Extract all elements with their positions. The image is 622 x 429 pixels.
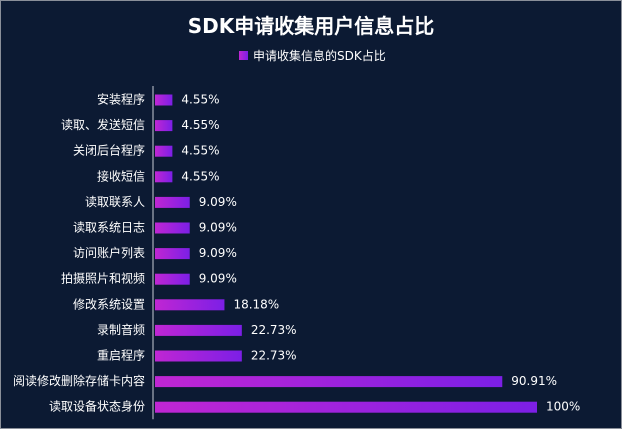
category-label: 重启程序 (97, 348, 145, 363)
bar[interactable] (155, 248, 190, 260)
category-label: 关闭后台程序 (73, 143, 145, 158)
category-label: 接收短信 (97, 168, 145, 183)
legend-label: 申请收集信息的SDK占比 (253, 48, 386, 63)
value-label: 9.09% (199, 221, 237, 235)
value-label: 4.55% (181, 93, 219, 107)
value-label: 4.55% (181, 169, 219, 183)
legend[interactable]: 申请收集信息的SDK占比 (239, 47, 386, 63)
chart-title: SDK申请收集用户信息占比 (187, 14, 435, 38)
category-label: 读取设备状态身份 (49, 399, 145, 414)
bar[interactable] (155, 171, 173, 183)
bar[interactable] (155, 401, 537, 413)
value-label: 22.73% (251, 323, 297, 337)
bar[interactable] (155, 222, 190, 234)
bar[interactable] (155, 120, 173, 132)
value-label: 4.55% (181, 118, 219, 132)
bar[interactable] (155, 350, 242, 362)
value-label: 4.55% (181, 144, 219, 158)
value-label: 90.91% (511, 374, 557, 388)
category-label: 读取系统日志 (73, 221, 145, 235)
category-label: 修改系统设置 (73, 296, 145, 311)
category-label: 拍摄照片和视频 (61, 271, 145, 286)
category-label: 读取、发送短信 (61, 117, 145, 132)
category-label: 录制音频 (97, 322, 145, 337)
bar[interactable] (155, 145, 173, 157)
bar[interactable] (155, 299, 225, 311)
category-label: 阅读修改删除存储卡内容 (13, 373, 145, 388)
category-label: 安装程序 (97, 92, 145, 107)
value-label: 22.73% (251, 349, 297, 363)
bar[interactable] (155, 324, 242, 336)
bar[interactable] (155, 273, 190, 285)
bar[interactable] (155, 376, 503, 388)
value-label: 9.09% (199, 195, 237, 209)
category-label: 读取联系人 (85, 195, 145, 209)
value-label: 18.18% (233, 297, 279, 311)
value-label: 9.09% (199, 272, 237, 286)
legend-swatch (239, 50, 248, 60)
category-label: 访问账户列表 (73, 245, 145, 260)
bar[interactable] (155, 94, 173, 106)
bar[interactable] (155, 196, 190, 208)
value-label: 100% (546, 400, 580, 414)
value-label: 9.09% (199, 246, 237, 260)
